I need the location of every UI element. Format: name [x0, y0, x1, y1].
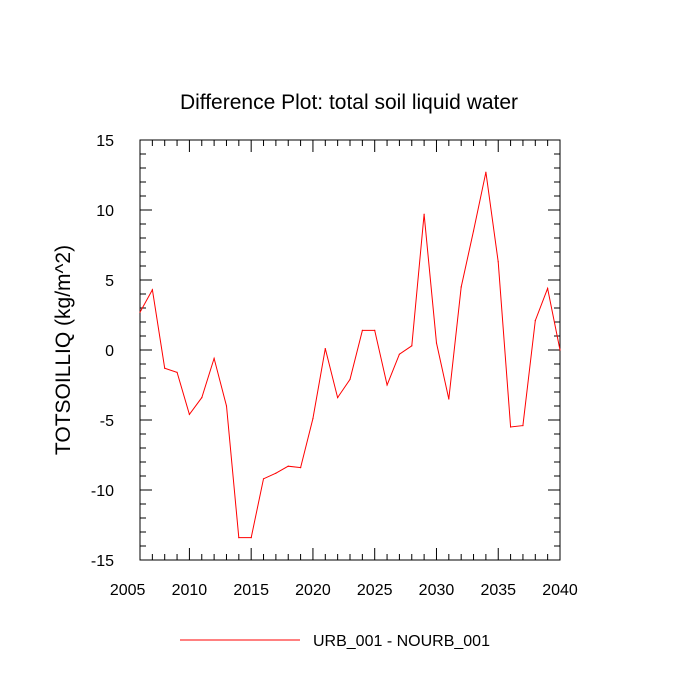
data-point	[361, 329, 363, 331]
legend-label: URB_001 - NOURB_001	[313, 633, 490, 650]
data-point	[299, 467, 302, 469]
data-point	[312, 418, 314, 420]
data-point	[547, 287, 549, 289]
series-layer	[139, 171, 561, 539]
data-point	[287, 465, 289, 467]
ticks	[139, 139, 561, 561]
plot-frame	[139, 139, 561, 561]
y-tick-label: -5	[100, 413, 114, 430]
data-point	[262, 478, 265, 480]
data-point	[522, 425, 524, 427]
data-point	[509, 426, 512, 428]
y-tick-label: -10	[91, 483, 114, 500]
x-tick-label: 2035	[480, 582, 516, 599]
data-point	[411, 345, 413, 347]
y-tick-label: 10	[96, 203, 114, 220]
data-point	[176, 371, 178, 373]
data-point	[460, 286, 462, 288]
y-axis-label: TOTSOILLIQ (kg/m^2)	[52, 245, 75, 455]
data-point	[337, 397, 339, 399]
y-tick-label: -15	[91, 553, 114, 570]
data-point	[349, 378, 351, 380]
x-tick-label: 2020	[295, 582, 331, 599]
legend: URB_001 - NOURB_001	[180, 633, 490, 650]
data-point	[374, 329, 376, 331]
data-point	[188, 413, 191, 415]
data-point	[559, 349, 561, 351]
data-point	[164, 367, 166, 369]
data-point	[485, 171, 487, 173]
x-tick-label: 2040	[542, 582, 578, 599]
series-line	[139, 172, 561, 539]
data-point	[398, 353, 401, 355]
data-point	[435, 342, 438, 344]
x-tick-label: 2005	[110, 582, 146, 599]
x-tick-label: 2015	[233, 582, 269, 599]
data-point	[213, 357, 215, 359]
data-point	[472, 230, 475, 232]
data-point	[225, 405, 228, 407]
x-tick-label: 2025	[357, 582, 393, 599]
y-tick-label: 15	[96, 133, 114, 150]
x-tick-label: 2010	[172, 582, 208, 599]
data-point	[151, 289, 153, 291]
y-tick-label: 5	[105, 273, 114, 290]
data-point	[423, 213, 425, 215]
data-point	[238, 537, 240, 539]
data-point	[497, 261, 499, 263]
data-point	[324, 348, 326, 350]
data-point	[448, 398, 450, 400]
data-point	[250, 537, 252, 539]
data-point	[139, 311, 141, 313]
data-point	[275, 472, 277, 474]
data-point	[534, 320, 536, 322]
data-point	[201, 397, 203, 399]
data-point	[386, 384, 388, 386]
x-tick-label: 2030	[419, 582, 455, 599]
tick-labels: 2005 2010 2015 2020 2025 2030 2035 2040 -15 -10 -5…	[91, 133, 578, 599]
y-tick-label: 0	[105, 343, 114, 360]
chart-title: Difference Plot: total soil liquid water	[180, 91, 518, 114]
